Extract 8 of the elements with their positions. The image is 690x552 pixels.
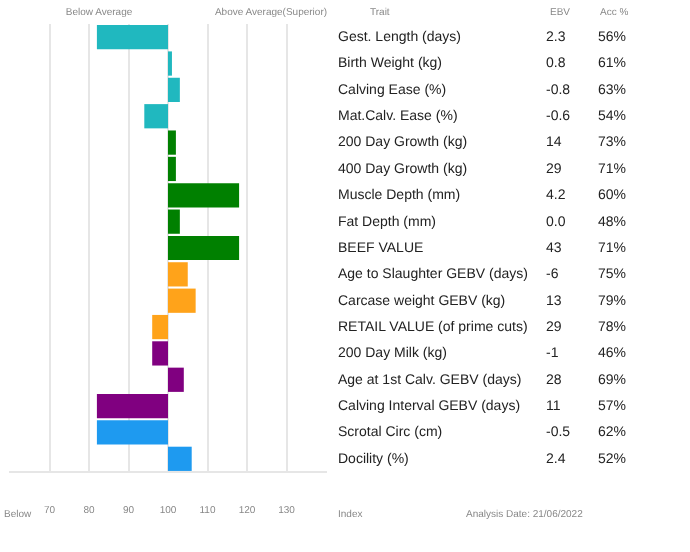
bar (96, 25, 168, 50)
bar (168, 446, 192, 471)
bar (152, 341, 168, 366)
bar (96, 420, 168, 445)
bar (168, 367, 184, 392)
bar (152, 314, 168, 340)
bar (144, 104, 168, 129)
bar (96, 394, 168, 419)
